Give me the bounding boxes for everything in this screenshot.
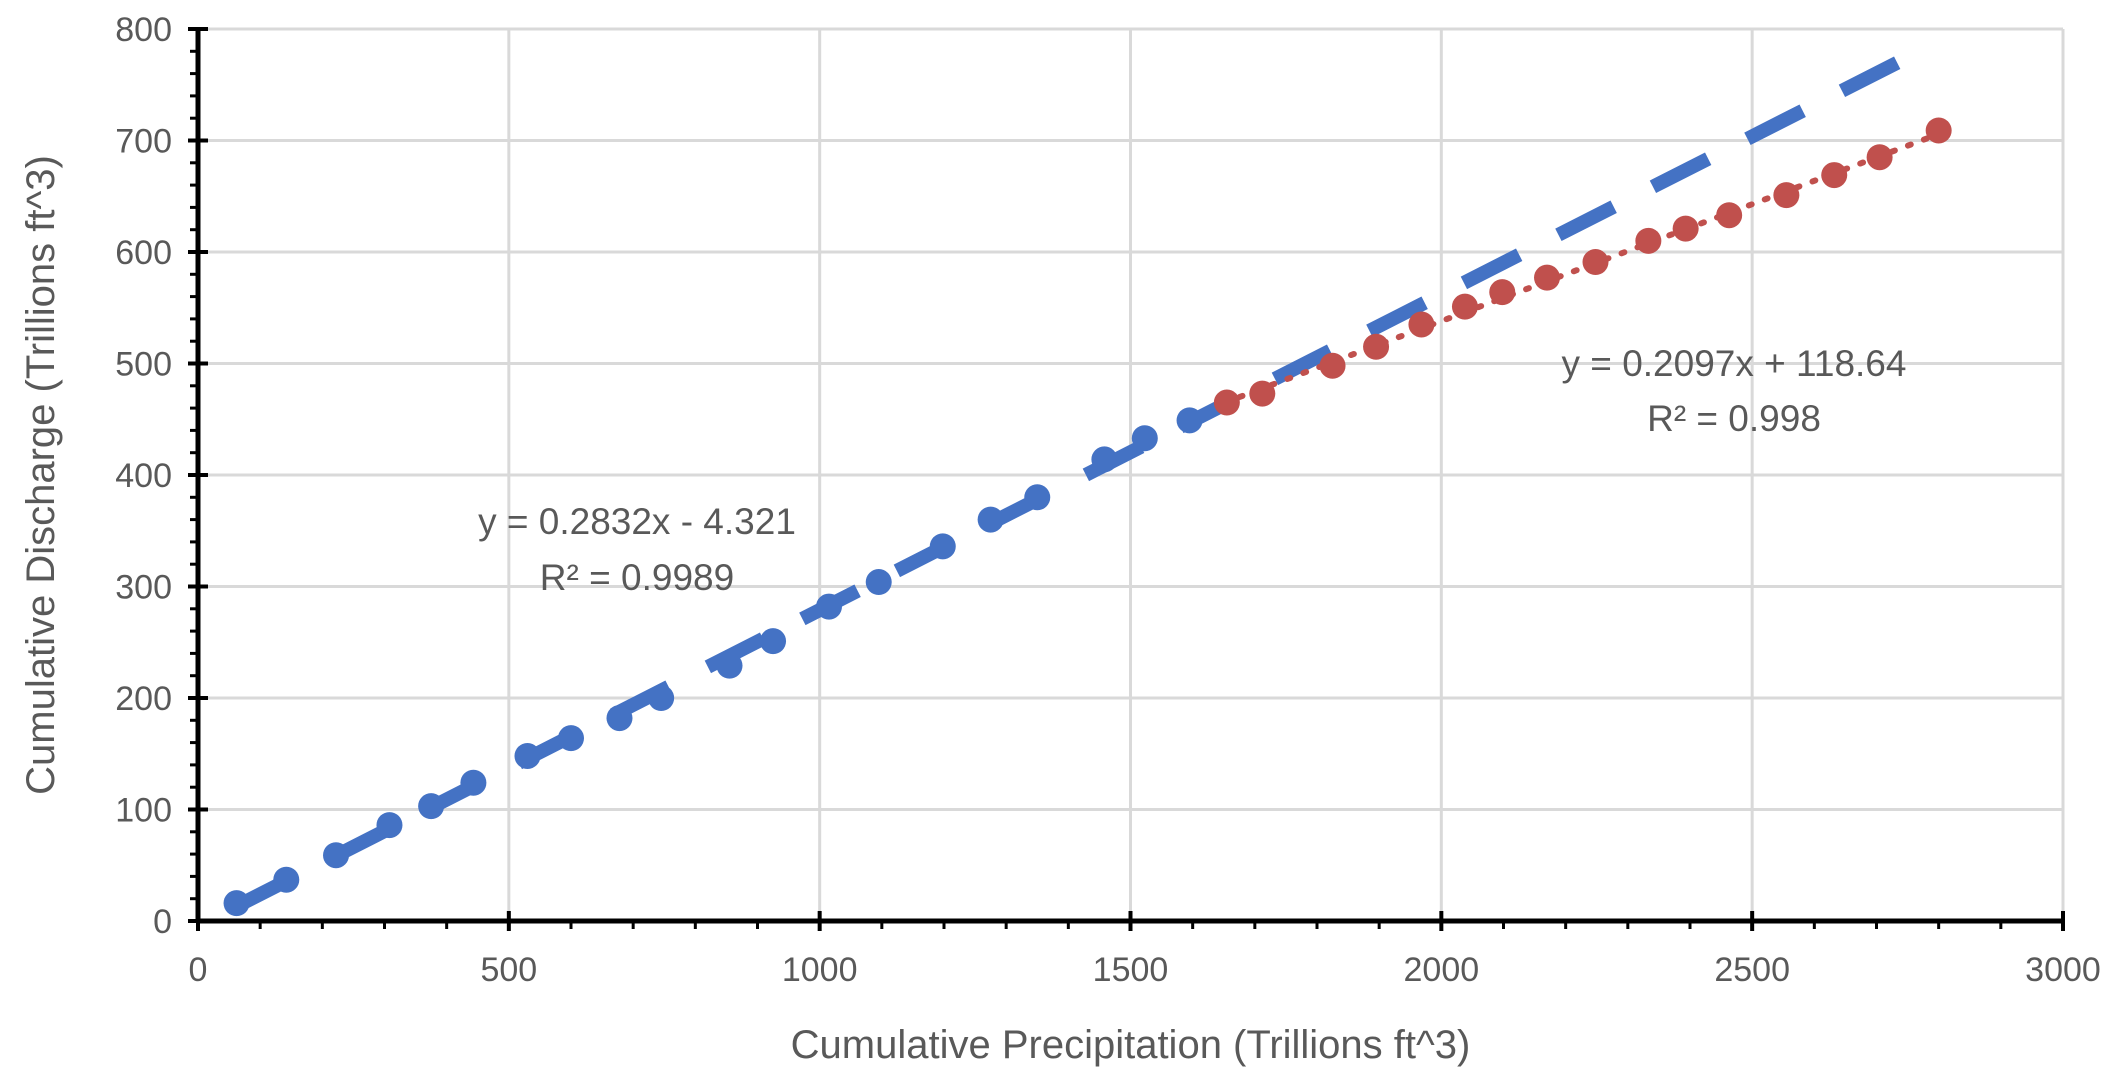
data-point-series-1 [865, 569, 892, 596]
grid-layer [198, 27, 2065, 921]
y-axis-title: Cumulative Discharge (Trillions ft^3) [19, 155, 63, 795]
trendline-equation-red: y = 0.2097x + 118.64 [1562, 343, 1907, 384]
x-tick-label: 500 [480, 951, 537, 989]
data-point-series-2 [1821, 162, 1848, 189]
data-point-series-1 [223, 890, 250, 917]
y-tick-label: 300 [115, 569, 172, 607]
data-point-series-1 [716, 652, 743, 679]
y-tick-label: 200 [115, 680, 172, 718]
y-tick-label: 0 [153, 903, 172, 941]
x-tick-label: 2000 [1404, 951, 1480, 989]
data-point-series-1 [273, 866, 300, 893]
trendline-series-1 [232, 51, 1911, 914]
data-point-series-2 [1925, 117, 1952, 144]
x-tick-label: 3000 [2025, 951, 2101, 989]
data-point-series-2 [1319, 352, 1346, 379]
data-point-series-2 [1866, 144, 1893, 171]
data-point-series-1 [977, 506, 1004, 533]
y-tick-label: 700 [115, 123, 172, 161]
axes-layer [188, 27, 2065, 931]
labels-layer: 0 500 1000 1500 2000 2500 3000 0 100 200 300 400 500… [115, 11, 2101, 989]
data-point-series-1 [929, 533, 956, 560]
points-layer [223, 117, 1952, 917]
data-point-series-2 [1635, 227, 1662, 254]
data-point-series-1 [760, 628, 787, 655]
data-point-series-2 [1716, 202, 1743, 229]
data-point-series-1 [514, 742, 541, 769]
data-point-series-2 [1773, 182, 1800, 209]
x-axis-title: Cumulative Precipitation (Trillions ft^3… [791, 1023, 1471, 1067]
data-point-series-2 [1489, 279, 1516, 306]
data-point-series-2 [1363, 333, 1390, 360]
y-tick-label: 500 [115, 346, 172, 384]
data-point-series-2 [1534, 264, 1561, 291]
data-point-series-1 [418, 793, 445, 820]
x-tick-label: 1500 [1093, 951, 1169, 989]
data-point-series-1 [648, 685, 675, 711]
data-point-series-1 [558, 725, 584, 752]
x-tick-label: 2500 [1714, 951, 1790, 989]
data-point-series-2 [1582, 249, 1609, 276]
data-point-series-1 [1091, 446, 1118, 473]
data-point-series-1 [323, 842, 350, 869]
y-tick-label: 400 [115, 457, 172, 495]
x-tick-label: 1000 [782, 951, 858, 989]
data-point-series-2 [1672, 215, 1699, 242]
trendline-r2-blue: R² = 0.9989 [540, 557, 734, 598]
trendline-equation-blue: y = 0.2832x - 4.321 [478, 501, 796, 542]
trendline-layer [232, 51, 1942, 914]
data-point-series-1 [376, 812, 403, 839]
data-point-series-1 [815, 593, 842, 620]
trendline-r2-red: R² = 0.998 [1647, 398, 1821, 439]
data-point-series-1 [460, 769, 487, 796]
data-point-series-2 [1213, 389, 1240, 416]
y-tick-label: 100 [115, 792, 172, 830]
data-point-series-2 [1451, 293, 1478, 320]
data-point-series-1 [1131, 425, 1158, 452]
data-point-series-1 [606, 705, 633, 732]
data-point-series-1 [1024, 484, 1051, 511]
y-tick-label: 600 [115, 234, 172, 272]
data-point-series-2 [1408, 311, 1435, 338]
data-point-series-1 [1176, 407, 1203, 434]
data-point-series-2 [1249, 380, 1276, 407]
y-tick-label: 800 [115, 11, 172, 49]
x-tick-label: 0 [189, 951, 208, 989]
